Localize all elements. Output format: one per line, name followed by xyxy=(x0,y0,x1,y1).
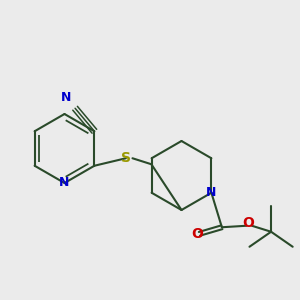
Text: O: O xyxy=(191,227,203,241)
Text: S: S xyxy=(121,151,131,165)
Text: O: O xyxy=(242,216,254,230)
Text: N: N xyxy=(61,92,72,104)
Text: N: N xyxy=(206,186,217,199)
Text: N: N xyxy=(59,176,70,190)
